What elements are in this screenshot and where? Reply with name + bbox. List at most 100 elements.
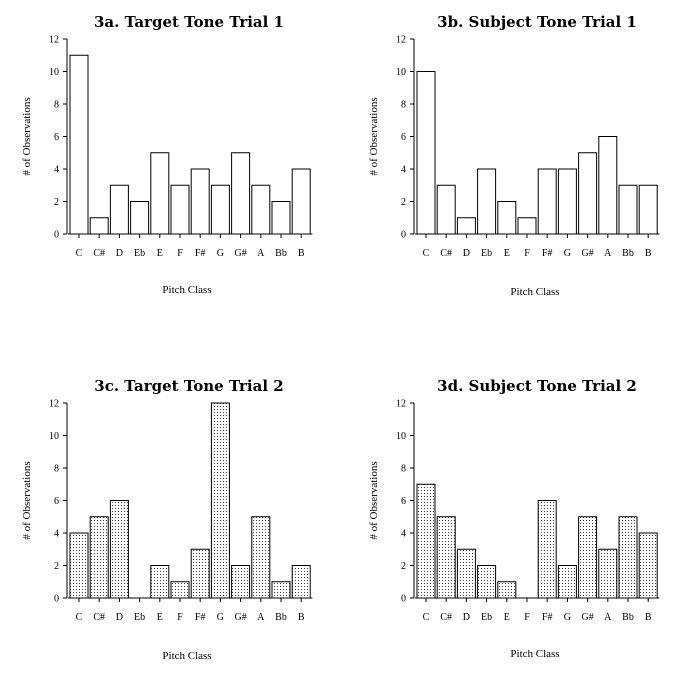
bar-bb (618, 516, 638, 599)
y-tick-label: 0 (54, 594, 59, 605)
bar-eb (130, 201, 150, 235)
x-axis-label: Pitch Class (162, 650, 211, 662)
bar-g-sharp (231, 152, 251, 235)
x-tick-label: Eb (134, 612, 145, 623)
y-tick-label: 2 (54, 197, 59, 208)
chart-title: 3a. Target Tone Trial 1 (94, 13, 284, 31)
bar-a (598, 548, 618, 599)
x-tick-label: B (645, 612, 652, 623)
x-tick-label: G# (234, 248, 246, 259)
bar-c (416, 71, 436, 235)
x-tick-label: F# (195, 612, 206, 623)
bar-c (416, 483, 436, 599)
bar-c-sharp (436, 516, 456, 599)
x-axis-label: Pitch Class (510, 286, 559, 298)
x-tick-label: C (76, 612, 83, 623)
chart-title: 3b. Subject Tone Trial 1 (437, 13, 637, 31)
x-tick-label: D (463, 612, 470, 623)
y-tick-label: 8 (401, 100, 406, 111)
bar-f-sharp (190, 168, 210, 235)
bar-e (150, 565, 170, 599)
bar-g (557, 168, 577, 235)
bar-eb (477, 565, 497, 599)
bar-a (598, 136, 618, 235)
bar-f (170, 184, 190, 235)
bar-f-sharp (190, 548, 210, 599)
bar-d (109, 184, 129, 235)
y-tick-label: 8 (54, 464, 59, 475)
y-axis-label: # of Observations (368, 97, 380, 175)
bar-b (638, 532, 658, 599)
y-tick-label: 0 (401, 230, 406, 241)
y-tick-label: 8 (401, 464, 406, 475)
x-tick-label: A (257, 248, 265, 259)
x-tick-label: C# (440, 612, 452, 623)
x-tick-label: D (116, 612, 123, 623)
y-tick-label: 0 (54, 230, 59, 241)
x-tick-label: A (257, 612, 265, 623)
bar-f (170, 581, 190, 599)
bar-bb (271, 581, 291, 599)
bar-d (456, 217, 476, 235)
x-tick-label: Bb (622, 612, 634, 623)
y-tick-label: 10 (396, 431, 406, 442)
x-tick-label: C (423, 248, 430, 259)
bar-e (497, 581, 517, 599)
bar-g (557, 565, 577, 599)
bar-g-sharp (578, 516, 598, 599)
x-tick-label: G# (581, 612, 593, 623)
x-tick-label: D (116, 248, 123, 259)
x-tick-label: C# (440, 248, 452, 259)
chart-panel: 3c. Target Tone Trial 2 0 2 4 6 8 10 12 C C# D Eb E F… (21, 377, 313, 662)
bar-g-sharp (231, 565, 251, 599)
y-axis-label: # of Observations (21, 97, 33, 175)
y-tick-label: 2 (401, 197, 406, 208)
x-tick-label: A (604, 612, 612, 623)
y-tick-label: 0 (401, 594, 406, 605)
y-tick-label: 6 (401, 496, 406, 507)
bar-c-sharp (89, 217, 109, 235)
y-tick-label: 2 (401, 561, 406, 572)
x-tick-label: B (645, 248, 652, 259)
bar-e (150, 152, 170, 235)
y-tick-label: 4 (54, 165, 59, 176)
bar-f (517, 217, 537, 235)
x-tick-label: A (604, 248, 612, 259)
x-tick-label: Bb (622, 248, 634, 259)
y-tick-label: 10 (396, 67, 406, 78)
x-tick-label: G# (234, 612, 246, 623)
y-tick-label: 6 (54, 496, 59, 507)
x-axis-label: Pitch Class (510, 648, 559, 660)
y-tick-label: 10 (49, 67, 59, 78)
y-axis-label: # of Observations (21, 461, 33, 539)
x-tick-label: C# (93, 612, 105, 623)
x-tick-label: G (564, 612, 571, 623)
bar-bb (618, 184, 638, 235)
x-tick-label: Eb (481, 248, 492, 259)
bar-d (109, 500, 129, 599)
bar-b (638, 184, 658, 235)
chart-panel: 3d. Subject Tone Trial 2 0 2 4 6 8 10 12 C C# D Eb E… (368, 377, 660, 660)
x-tick-label: E (157, 248, 163, 259)
y-tick-label: 4 (401, 165, 406, 176)
y-tick-label: 12 (396, 399, 406, 410)
x-tick-label: F (524, 248, 530, 259)
y-tick-label: 8 (54, 100, 59, 111)
x-tick-label: C (423, 612, 430, 623)
bar-a (251, 184, 271, 235)
bar-a (251, 516, 271, 599)
y-tick-label: 6 (401, 132, 406, 143)
x-tick-label: G (217, 248, 224, 259)
bar-g (210, 402, 230, 599)
y-tick-label: 4 (54, 529, 59, 540)
bar-e (497, 201, 517, 235)
bar-bb (271, 201, 291, 235)
bar-c-sharp (436, 184, 456, 235)
x-tick-label: F (524, 612, 530, 623)
x-tick-label: B (298, 612, 305, 623)
bar-f-sharp (537, 168, 557, 235)
x-tick-label: Eb (481, 612, 492, 623)
x-tick-label: Eb (134, 248, 145, 259)
y-tick-label: 10 (49, 431, 59, 442)
